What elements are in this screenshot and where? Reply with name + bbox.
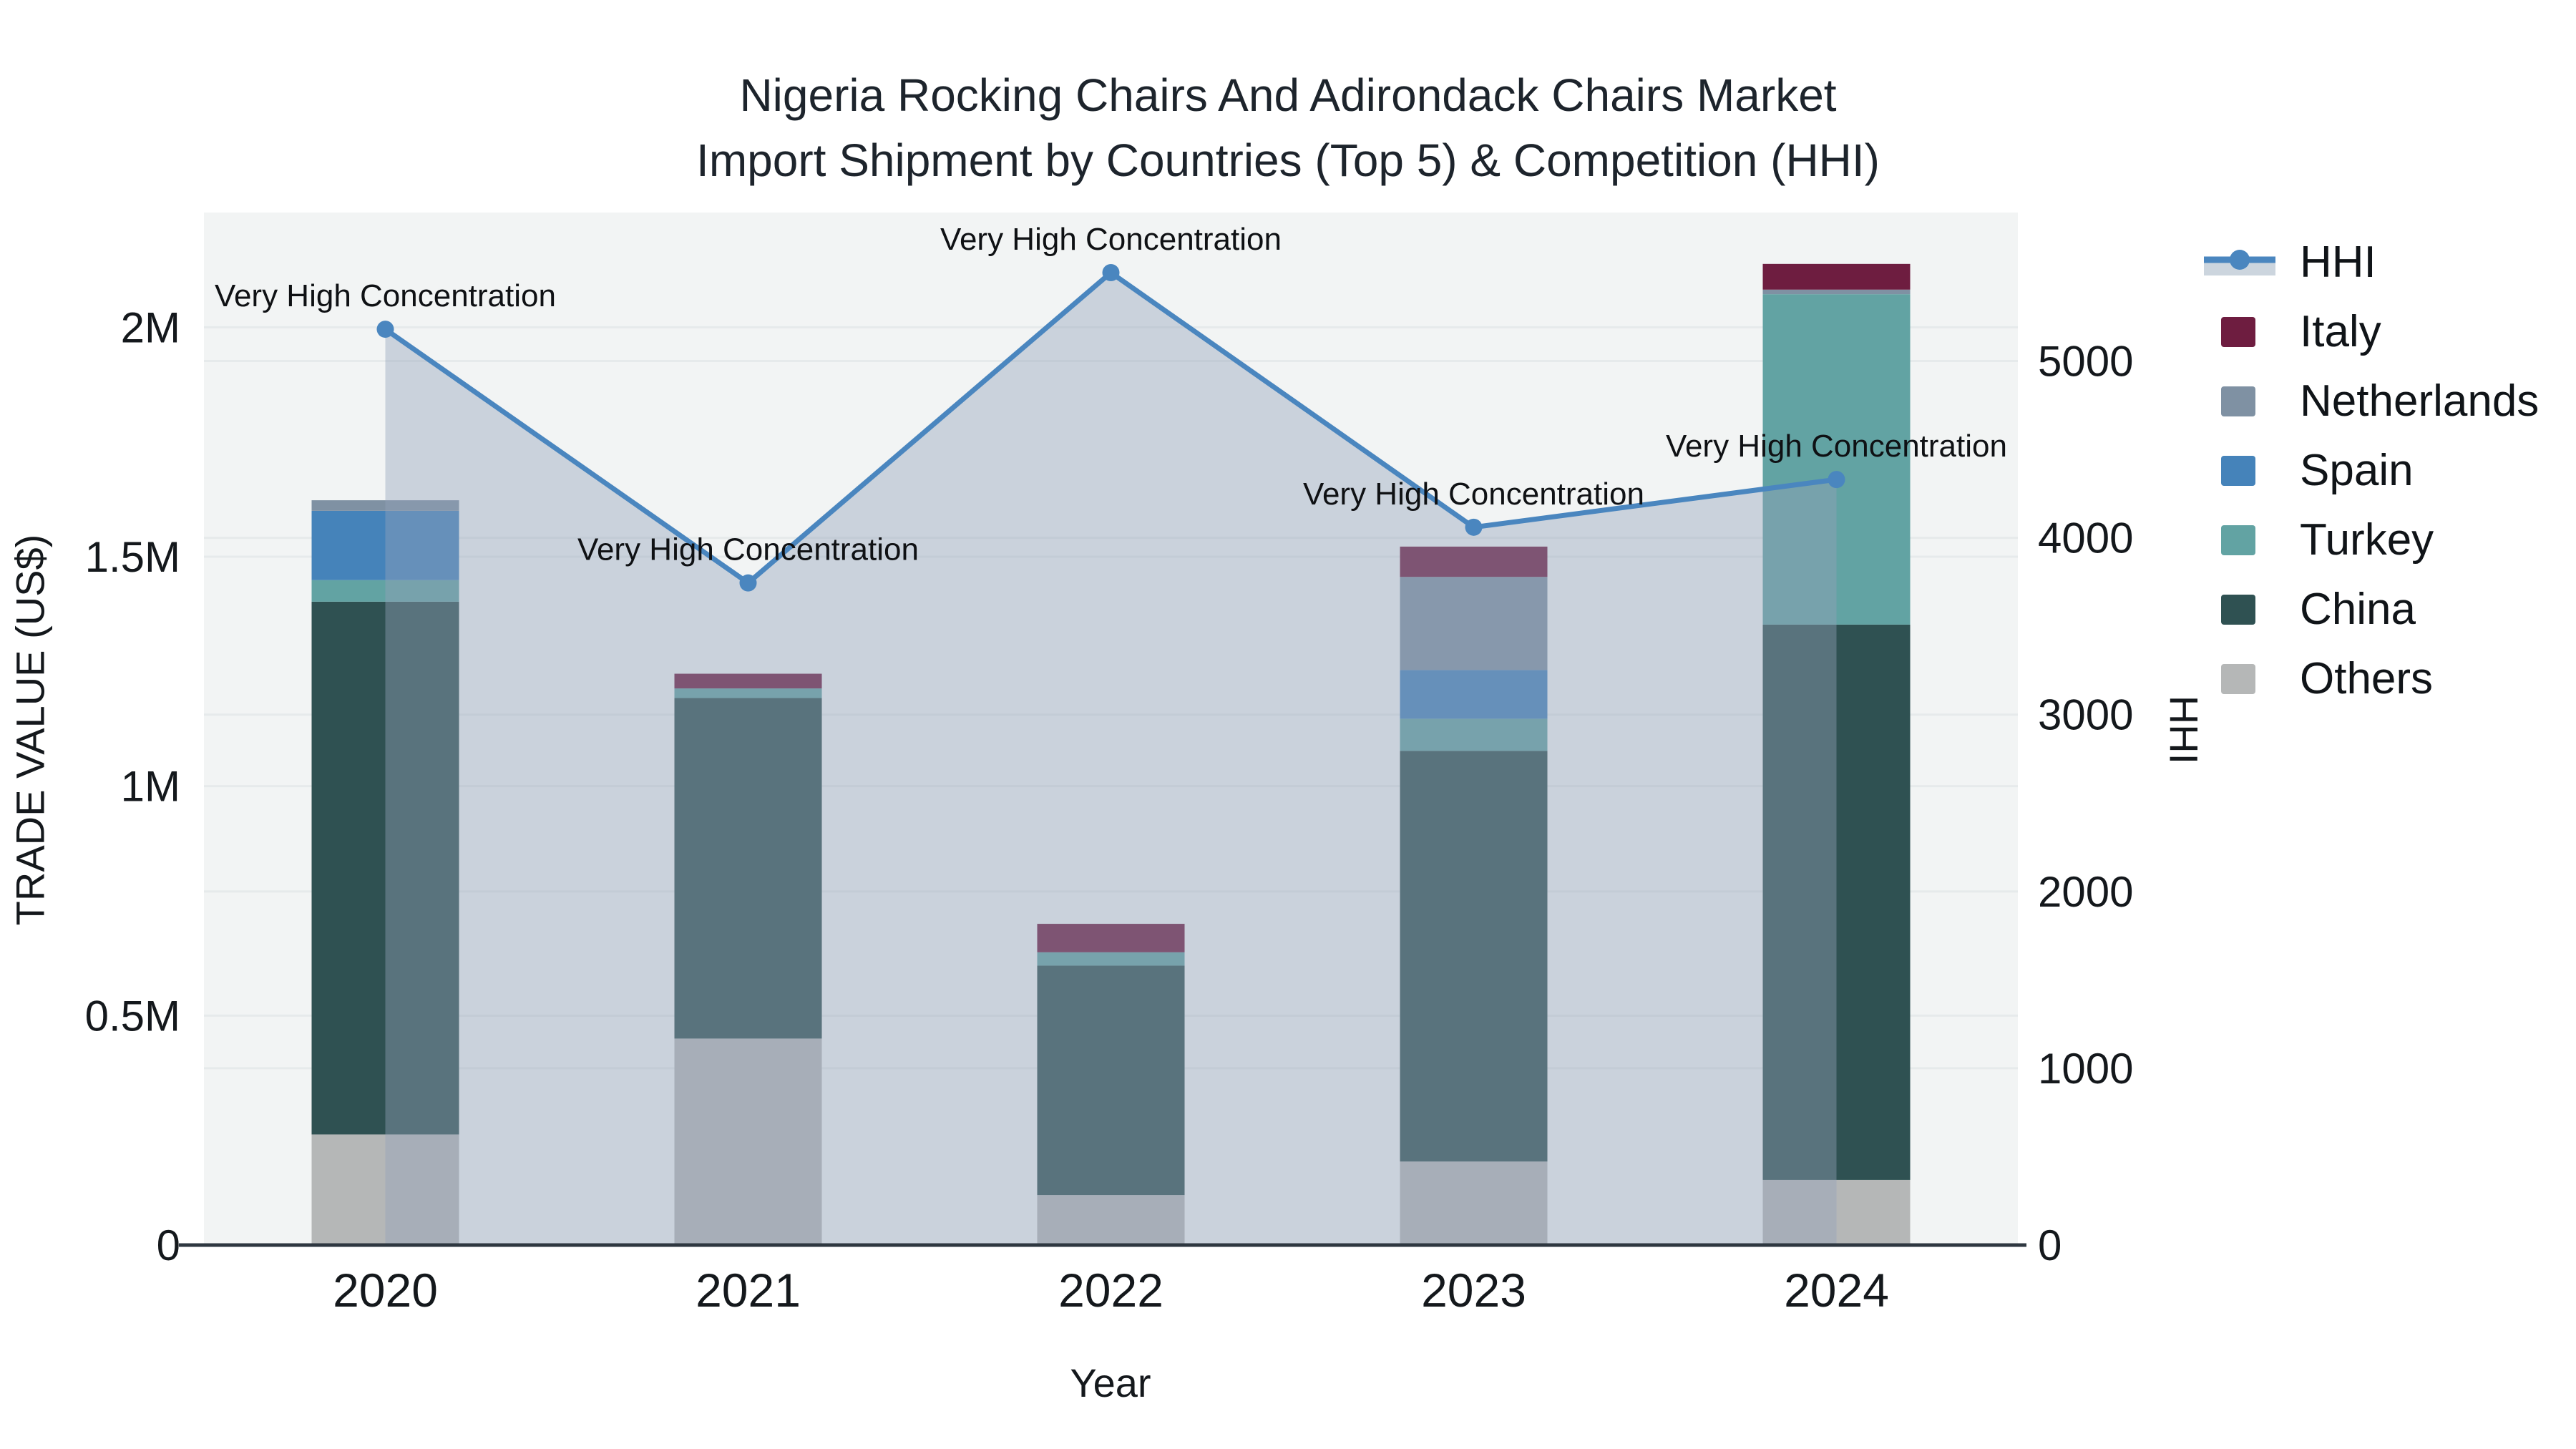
bar-segment-2022-china[interactable] (1037, 965, 1185, 1196)
spain-swatch-icon (2221, 455, 2255, 486)
bar-segment-2022-italy[interactable] (1037, 924, 1185, 952)
legend-label: China (2300, 585, 2416, 634)
bar-segment-2021-china[interactable] (674, 698, 822, 1039)
y-left-tick-1M: 1M (121, 763, 180, 811)
netherlands-swatch-icon (2221, 386, 2255, 416)
legend-label: HHI (2300, 238, 2376, 287)
legend-swatch-icon (2202, 594, 2277, 625)
bar-segment-2021-others[interactable] (674, 1038, 822, 1245)
bar-segment-2023-china[interactable] (1400, 751, 1548, 1162)
legend-item-turkey[interactable]: Turkey (2202, 505, 2571, 575)
bar-segment-2021-turkey[interactable] (674, 688, 822, 698)
legend-item-others[interactable]: Others (2202, 644, 2571, 713)
legend-item-netherlands[interactable]: Netherlands (2202, 366, 2571, 436)
legend-item-spain[interactable]: Spain (2202, 436, 2571, 505)
annotation-2022: Very High Concentration (940, 222, 1282, 257)
bar-segment-2024-italy[interactable] (1762, 263, 1911, 290)
x-tick-2024: 2024 (1784, 1264, 1889, 1317)
legend-label: Netherlands (2300, 376, 2540, 426)
legend-label: Italy (2300, 307, 2381, 356)
legend-swatch-icon (2202, 525, 2277, 555)
turkey-swatch-icon (2221, 525, 2255, 555)
bar-segment-2022-turkey[interactable] (1037, 952, 1185, 966)
bar-segment-2023-netherlands[interactable] (1400, 577, 1548, 670)
y-right-tick-2000: 2000 (2038, 868, 2133, 916)
legend: HHI Italy Netherlands Spain Turkey China Other… (2202, 228, 2571, 713)
legend-swatch-icon (2202, 316, 2277, 347)
hhi-marker-2021[interactable] (739, 574, 757, 592)
y-axis-title-left: TRADE VALUE (US$) (7, 534, 53, 926)
others-swatch-icon (2221, 663, 2255, 694)
annotation-2024: Very High Concentration (1666, 429, 2007, 464)
x-tick-2021: 2021 (696, 1264, 801, 1317)
hhi-marker-2022[interactable] (1102, 264, 1120, 282)
y-axis-title-right: HHI (2161, 695, 2207, 765)
hhi-line-icon (2202, 241, 2277, 284)
legend-item-italy[interactable]: Italy (2202, 297, 2571, 366)
legend-label: Spain (2300, 446, 2414, 495)
x-tick-2020: 2020 (333, 1264, 438, 1317)
y-left-tick-0.5M: 0.5M (85, 992, 180, 1040)
legend-label: Turkey (2300, 515, 2434, 565)
legend-swatch-icon (2202, 455, 2277, 486)
bar-segment-2023-others[interactable] (1400, 1161, 1548, 1245)
annotation-2021: Very High Concentration (577, 532, 919, 567)
bar-segment-2023-spain[interactable] (1400, 670, 1548, 719)
bar-segment-2020-others[interactable] (311, 1134, 459, 1245)
y-right-tick-3000: 3000 (2038, 691, 2133, 739)
bar-segment-2024-china[interactable] (1762, 624, 1911, 1180)
y-right-tick-5000: 5000 (2038, 338, 2133, 386)
bar-segment-2020-spain[interactable] (311, 510, 459, 580)
bar-segment-2024-netherlands[interactable] (1762, 289, 1911, 295)
china-swatch-icon (2221, 594, 2255, 625)
bar-segment-2024-others[interactable] (1762, 1179, 1911, 1245)
bar-segment-2023-italy[interactable] (1400, 546, 1548, 577)
y-left-tick-1.5M: 1.5M (85, 533, 180, 581)
bar-segment-2022-others[interactable] (1037, 1195, 1185, 1245)
chart-title: Nigeria Rocking Chairs And Adirondack Ch… (696, 63, 1880, 193)
x-axis-title: Year (1070, 1360, 1151, 1405)
bar-segment-2020-china[interactable] (311, 601, 459, 1135)
y-right-tick-4000: 4000 (2038, 514, 2133, 562)
italy-swatch-icon (2221, 316, 2255, 347)
legend-item-hhi[interactable]: HHI (2202, 228, 2571, 297)
y-left-tick-2M: 2M (121, 303, 180, 351)
y-right-tick-1000: 1000 (2038, 1045, 2133, 1093)
legend-swatch-icon (2202, 663, 2277, 694)
annotation-2023: Very High Concentration (1303, 477, 1644, 512)
bar-segment-2023-turkey[interactable] (1400, 718, 1548, 751)
hhi-marker-2024[interactable] (1828, 471, 1845, 489)
x-tick-2023: 2023 (1421, 1264, 1526, 1317)
legend-label: Others (2300, 654, 2434, 703)
bar-segment-2021-italy[interactable] (674, 673, 822, 689)
y-left-tick-0: 0 (157, 1221, 180, 1269)
annotation-2020: Very High Concentration (215, 278, 556, 313)
x-tick-2022: 2022 (1058, 1264, 1163, 1317)
bar-segment-2024-turkey[interactable] (1762, 294, 1911, 625)
hhi-marker-2023[interactable] (1465, 518, 1483, 536)
y-right-tick-0: 0 (2038, 1221, 2062, 1269)
legend-item-china[interactable]: China (2202, 575, 2571, 644)
chart-title-line2: Import Shipment by Countries (Top 5) & C… (696, 134, 1880, 186)
bar-segment-2020-netherlands[interactable] (311, 500, 459, 511)
bar-segment-2020-turkey[interactable] (311, 580, 459, 602)
chart-title-line1: Nigeria Rocking Chairs And Adirondack Ch… (739, 69, 1837, 121)
legend-swatch-icon (2202, 386, 2277, 416)
hhi-marker-2020[interactable] (376, 321, 394, 338)
hhi-area (385, 273, 1837, 1246)
